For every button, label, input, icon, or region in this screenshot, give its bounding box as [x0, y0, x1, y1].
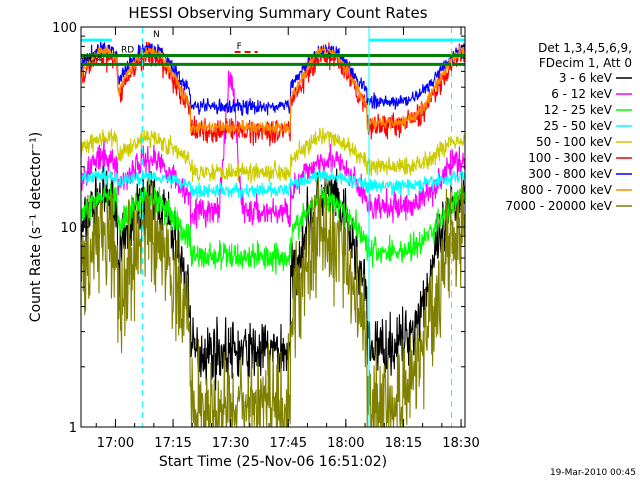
x-tick-label-18-30: 18:30 [442, 436, 479, 451]
series-line-300-800-kev [80, 41, 466, 117]
y-tick-label-10: 10 [60, 221, 77, 236]
flag-label-rd4: RD4 [83, 54, 102, 64]
y-tick-label-1: 1 [69, 421, 77, 436]
y-axis-label: Count Rate (s⁻¹ detector⁻¹) [28, 132, 44, 322]
legend-label-12-25-kev: 12 - 25 keV [544, 103, 613, 117]
x-tick-label-17-45: 17:45 [270, 436, 307, 451]
plot-area: N F RD RD4 [80, 27, 466, 428]
legend-label-6-12-kev: 6 - 12 keV [551, 87, 613, 101]
series-line-50-100-kev [80, 127, 466, 184]
flag-label-f: F [237, 42, 242, 52]
x-tick-label-17-15: 17:15 [154, 436, 191, 451]
legend-label-7000-20000-kev: 7000 - 20000 keV [505, 199, 612, 213]
legend: Det 1,3,4,5,6,9,FDecim 1, Att 03 - 6 keV… [505, 41, 632, 213]
flag-label-n: N [153, 30, 160, 40]
x-tick-label-17-00: 17:00 [97, 436, 134, 451]
x-tick-label-18-00: 18:00 [327, 436, 364, 451]
legend-header-1: FDecim 1, Att 0 [539, 56, 632, 70]
legend-label-300-800-kev: 300 - 800 keV [528, 167, 612, 181]
y-tick-label-100: 100 [52, 21, 77, 36]
legend-label-25-50-kev: 25 - 50 keV [544, 119, 613, 133]
legend-label-3-6-kev: 3 - 6 keV [559, 71, 613, 85]
x-tick-label-18-15: 18:15 [385, 436, 422, 451]
series-line-6-12-kev [80, 70, 466, 229]
legend-label-800-7000-kev: 800 - 7000 keV [521, 183, 613, 197]
legend-label-100-300-kev: 100 - 300 keV [528, 151, 612, 165]
series-line-25-50-kev [80, 166, 466, 201]
series-line-7000-20000-kev [80, 172, 466, 428]
legend-header-0: Det 1,3,4,5,6,9, [538, 41, 632, 55]
legend-label-50-100-kev: 50 - 100 keV [536, 135, 613, 149]
x-tick-label-17-30: 17:30 [212, 436, 249, 451]
chart-title: HESSI Observing Summary Count Rates [128, 4, 427, 22]
flag-label-rd: RD [121, 46, 134, 56]
axes: 17:00 17:15 17:30 17:45 18:00 18:15 18:30 1 10 10… [52, 21, 480, 451]
series-line-800-7000-kev [80, 45, 466, 135]
x-axis-label: Start Time (25-Nov-06 16:51:02) [159, 454, 387, 470]
footer-timestamp: 19-Mar-2010 00:45 [550, 468, 636, 478]
